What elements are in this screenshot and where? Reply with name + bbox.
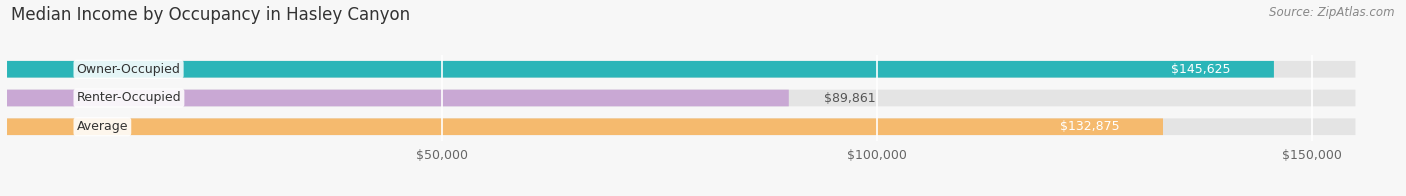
Text: $145,625: $145,625 — [1171, 63, 1230, 76]
Text: $132,875: $132,875 — [1060, 120, 1119, 133]
FancyBboxPatch shape — [7, 61, 1355, 78]
Text: Renter-Occupied: Renter-Occupied — [77, 92, 181, 104]
FancyBboxPatch shape — [7, 61, 1274, 78]
Text: Owner-Occupied: Owner-Occupied — [77, 63, 180, 76]
FancyBboxPatch shape — [7, 90, 789, 106]
FancyBboxPatch shape — [7, 90, 1355, 106]
Text: Source: ZipAtlas.com: Source: ZipAtlas.com — [1270, 6, 1395, 19]
Text: Average: Average — [77, 120, 128, 133]
Text: $89,861: $89,861 — [824, 92, 875, 104]
Text: Median Income by Occupancy in Hasley Canyon: Median Income by Occupancy in Hasley Can… — [11, 6, 411, 24]
FancyBboxPatch shape — [7, 118, 1355, 135]
FancyBboxPatch shape — [7, 118, 1163, 135]
